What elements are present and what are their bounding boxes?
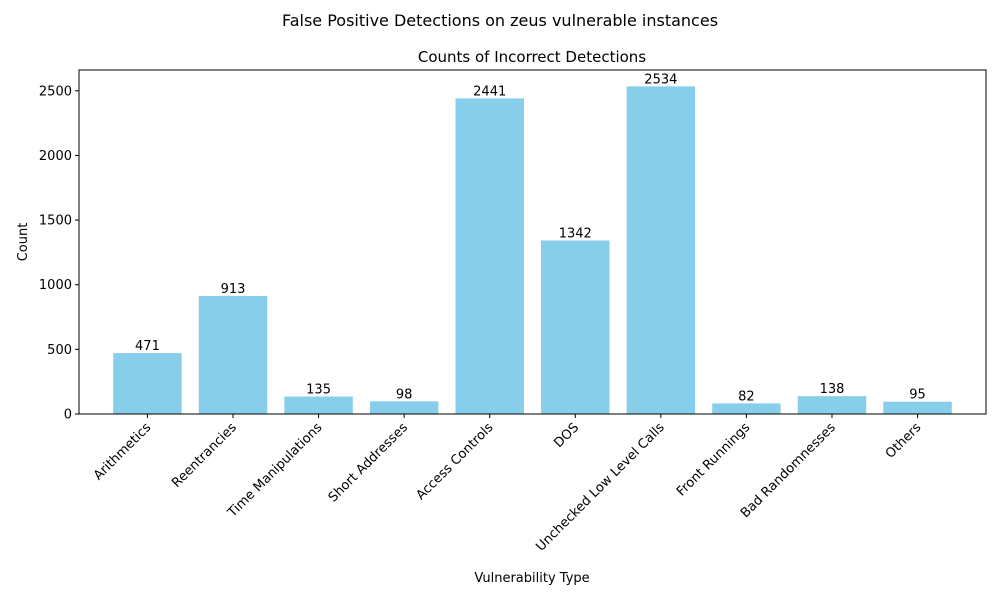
x-axis-label: Vulnerability Type (474, 571, 589, 586)
data-label-9: 95 (909, 388, 926, 403)
data-label-2: 135 (306, 383, 331, 398)
bar-0 (113, 353, 182, 414)
x-tick-label-5: DOS (551, 420, 582, 451)
y-axis: 0 500 1000 1500 2000 2500 (39, 84, 79, 423)
x-tick-label-0: Arithmetics (91, 420, 154, 483)
data-label-5: 1342 (559, 226, 592, 241)
x-tick-label-9: Others (883, 420, 925, 462)
bar-6 (626, 86, 696, 414)
data-label-8: 138 (820, 382, 845, 397)
x-tick-label-3: Short Addresses (326, 420, 411, 505)
y-tick-label-1: 500 (47, 343, 72, 358)
bar-8 (797, 396, 867, 414)
data-label-4: 2441 (473, 84, 506, 99)
bar-2 (284, 396, 353, 414)
data-label-0: 471 (135, 339, 160, 354)
bars-group (113, 86, 952, 415)
x-tick-label-7: Front Runnings (674, 420, 753, 499)
bar-9 (883, 401, 952, 414)
bar-5 (541, 240, 610, 414)
bar-7 (712, 403, 781, 414)
x-tick-label-4: Access Controls (414, 420, 497, 503)
data-label-7: 82 (738, 389, 755, 404)
x-tick-label-1: Reentrancies (169, 420, 240, 491)
y-tick-label-5: 2500 (39, 84, 72, 99)
bar-1 (198, 295, 268, 414)
y-tick-label-3: 1500 (39, 214, 72, 229)
bar-3 (369, 401, 439, 414)
x-tick-label-2: Time Manipulations (224, 420, 325, 521)
data-label-3: 98 (396, 387, 413, 402)
data-labels-group: 471 913 135 98 2441 1342 2534 82 138 95 (135, 72, 926, 404)
y-axis-label: Count (16, 223, 31, 262)
data-label-1: 913 (221, 282, 246, 297)
data-label-6: 2534 (644, 72, 677, 87)
x-tick-label-8: Bad Randomnesses (738, 420, 839, 521)
y-tick-label-0: 0 (64, 408, 72, 423)
y-tick-label-2: 1000 (39, 278, 72, 293)
bar-4 (455, 98, 524, 415)
figure-suptitle: False Positive Detections on zeus vulner… (282, 11, 718, 30)
y-tick-label-4: 2000 (39, 149, 72, 164)
plot-frame (78, 69, 987, 415)
chart-title: Counts of Incorrect Detections (418, 48, 646, 66)
